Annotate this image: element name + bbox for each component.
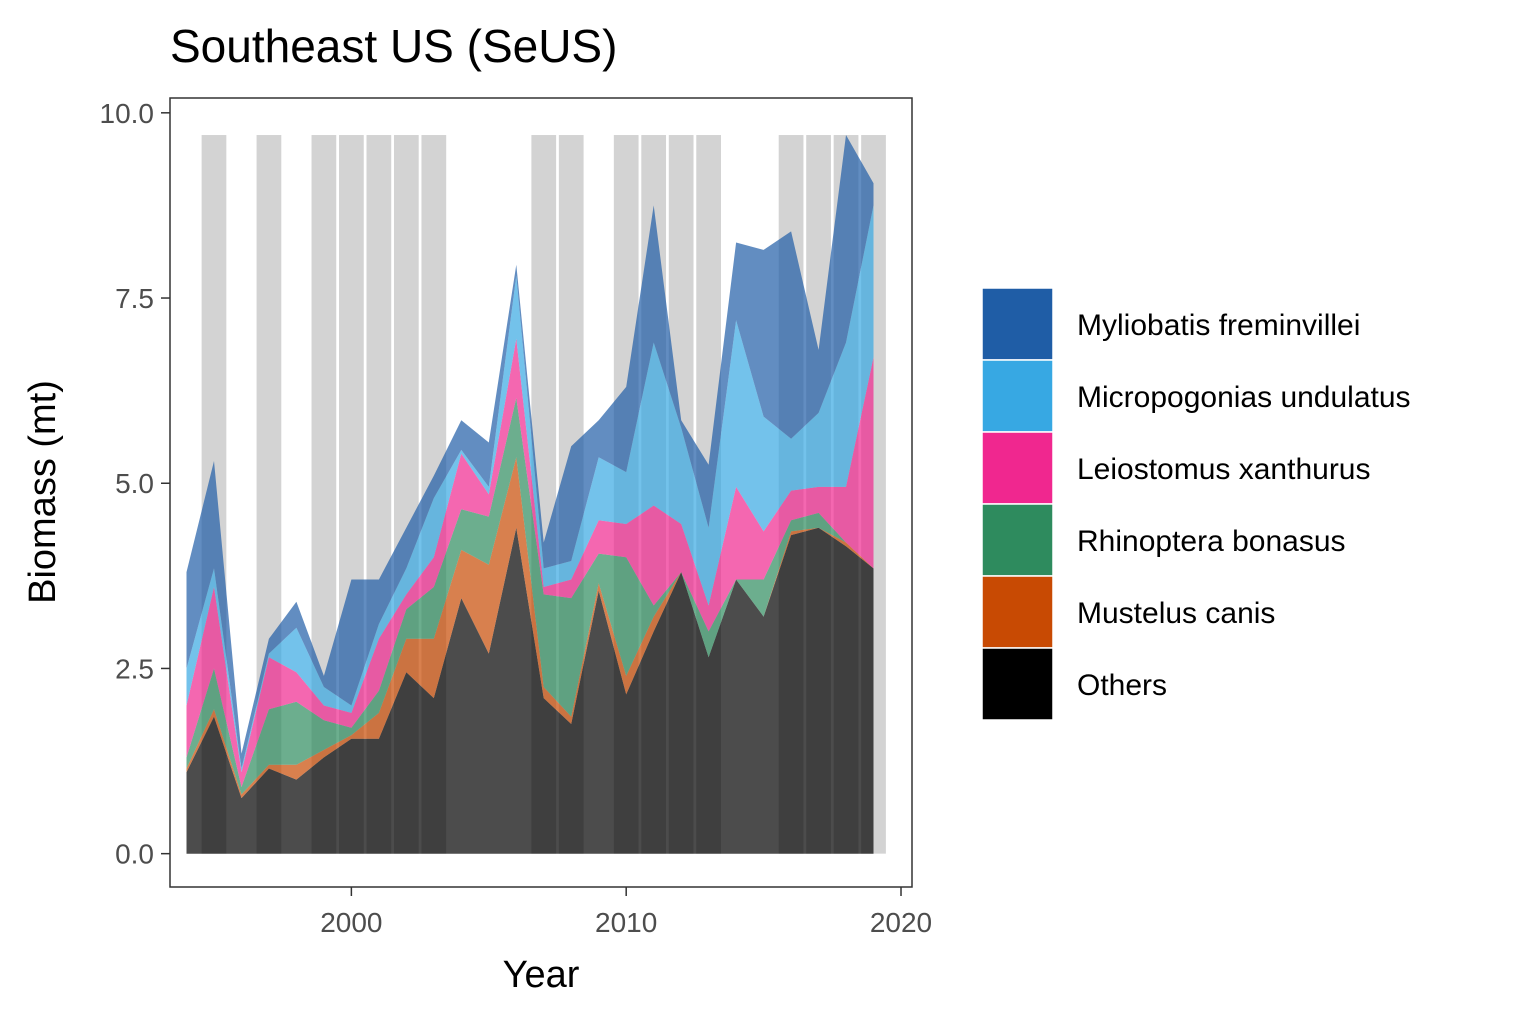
legend-label-mustelus-canis: Mustelus canis xyxy=(1077,597,1275,630)
y-axis-title: Biomass (mt) xyxy=(22,380,64,604)
y-tick-label: 5.0 xyxy=(115,468,154,499)
area-myliobatis-freminvillei xyxy=(186,135,874,769)
legend-key-mustelus-canis xyxy=(981,575,1054,649)
legend-label-leiostomus-xanthurus: Leiostomus xanthurus xyxy=(1077,453,1371,486)
y-tick-label: 2.5 xyxy=(115,653,154,684)
legend-label-myliobatis-freminvillei: Myliobatis freminvillei xyxy=(1077,309,1360,342)
area-others xyxy=(186,527,874,854)
y-tick-label: 10.0 xyxy=(100,98,155,129)
legend-key-myliobatis-freminvillei xyxy=(981,287,1054,361)
y-axis: 0.0 2.5 5.0 7.5 10.0 xyxy=(100,98,170,870)
stacked-areas xyxy=(186,135,874,854)
x-axis-title: Year xyxy=(503,954,580,996)
x-tick-label: 2020 xyxy=(870,907,932,938)
x-tick-label: 2010 xyxy=(595,907,657,938)
legend-key-others xyxy=(981,647,1054,721)
area-leiostomus-xanthurus xyxy=(186,338,874,787)
legend-key-micropogonias-undulatus xyxy=(981,359,1054,433)
legend-label-others: Others xyxy=(1077,669,1167,702)
x-axis: 2000 2010 2020 xyxy=(320,887,932,938)
y-tick-label: 7.5 xyxy=(115,283,154,314)
y-tick-label: 0.0 xyxy=(115,839,154,870)
x-tick-label: 2000 xyxy=(320,907,382,938)
legend-label-micropogonias-undulatus: Micropogonias undulatus xyxy=(1077,381,1411,414)
legend-key-rhinoptera-bonasus xyxy=(981,503,1054,577)
legend: Myliobatis freminvillei Micropogonias und… xyxy=(981,287,1411,721)
plot-border xyxy=(169,97,913,888)
chart-title: Southeast US (SeUS) xyxy=(170,20,617,72)
legend-key-leiostomus-xanthurus xyxy=(981,431,1054,505)
area-rhinoptera-bonasus xyxy=(186,398,874,795)
plot-panel xyxy=(169,97,913,888)
legend-label-rhinoptera-bonasus: Rhinoptera bonasus xyxy=(1077,525,1346,558)
